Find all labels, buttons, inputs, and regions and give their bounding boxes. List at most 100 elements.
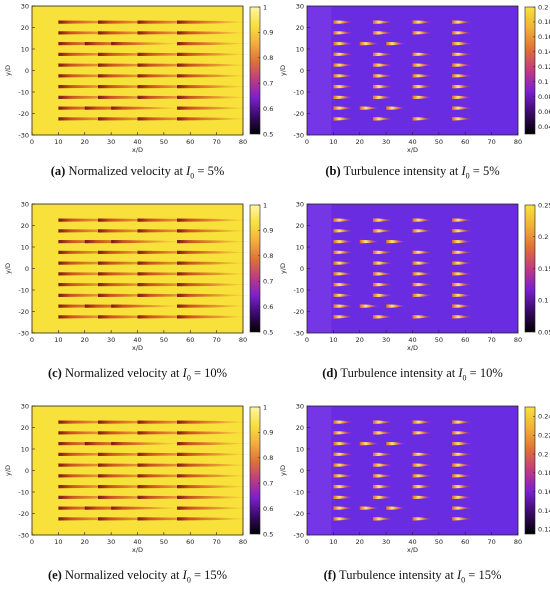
- x-tick-label: 0: [30, 336, 34, 344]
- turbine-wake: [333, 229, 354, 233]
- turbine-wake: [333, 495, 354, 500]
- y-tick-label: -20: [293, 308, 304, 316]
- turbine-wake: [177, 452, 258, 456]
- y-tick-label: 20: [21, 24, 29, 32]
- y-axis-label: y/D: [4, 65, 12, 76]
- colorbar-tick-label: 0.04: [538, 123, 550, 131]
- y-tick-label: 10: [21, 45, 29, 53]
- x-tick-label: 50: [160, 538, 168, 546]
- colorbar: [524, 406, 536, 535]
- y-tick-label: 30: [21, 402, 29, 410]
- turbine-wake: [372, 452, 393, 457]
- y-tick-label: -20: [293, 510, 304, 518]
- turbine-wake: [359, 239, 380, 244]
- turbine-wake: [177, 218, 258, 222]
- turbine-wake: [177, 261, 258, 265]
- colorbar: [249, 204, 261, 333]
- inflow-region: [307, 6, 332, 135]
- colorbar-tick-label: 0.08: [538, 93, 550, 101]
- turbine-wake: [177, 31, 258, 35]
- x-tick-label: 70: [487, 138, 495, 146]
- chart-d: 0 10 20 30 40 50 60 70 80 30 20 10 0 -10 -20 -30 x/D y/D 0…: [279, 200, 550, 352]
- turbine-wake: [177, 506, 258, 510]
- turbine-wake: [452, 431, 473, 435]
- turbine-wake: [372, 474, 393, 478]
- turbine-wake: [452, 229, 473, 233]
- x-tick-label: 60: [186, 538, 194, 546]
- turbine-wake: [177, 315, 258, 319]
- x-tick-label: 40: [133, 538, 141, 546]
- colorbar-tick-label: 0.14: [538, 507, 550, 515]
- y-tick-label: -10: [293, 88, 304, 96]
- turbine-wake: [452, 420, 473, 424]
- turbine-wake: [386, 41, 407, 46]
- colorbar-tick-label: 0.2: [538, 3, 548, 11]
- turbine-wake: [333, 84, 354, 89]
- turbine-wake: [333, 31, 354, 35]
- turbine-wake: [452, 282, 473, 287]
- turbine-wake: [333, 420, 354, 424]
- turbine-wake: [333, 506, 354, 510]
- turbine-wake: [177, 106, 258, 110]
- turbine-wake: [333, 261, 354, 265]
- turbine-wake: [452, 95, 473, 100]
- colorbar-tick-label: 0.5: [263, 130, 273, 138]
- inflow-region: [307, 204, 332, 333]
- turbine-wake: [386, 506, 407, 510]
- turbine-wake: [177, 250, 258, 254]
- colorbar-tick-label: 0.2: [538, 450, 548, 458]
- turbine-wake: [452, 239, 473, 244]
- turbine-wake: [412, 218, 433, 222]
- colorbar-tick-label: 0.9: [263, 429, 273, 437]
- panel-a: 0 10 20 30 40 50 60 70 80 30 20 10 0 -10 -20 -30 x/D y/D 1…: [0, 0, 275, 154]
- turbine-wake: [452, 31, 473, 35]
- turbine-wake: [386, 239, 407, 244]
- turbine-wake: [359, 106, 380, 110]
- y-tick-label: 0: [300, 67, 304, 75]
- colorbar-tick-label: 0.12: [538, 63, 550, 71]
- y-tick-label: 30: [296, 200, 304, 208]
- y-tick-label: -20: [18, 308, 29, 316]
- turbine-wake: [333, 250, 354, 255]
- x-tick-label: 60: [461, 336, 469, 344]
- colorbar-tick-label: 0.7: [263, 278, 273, 286]
- turbine-wake: [452, 474, 473, 478]
- y-tick-label: 10: [21, 445, 29, 453]
- y-tick-label: -30: [18, 329, 29, 337]
- turbine-wake: [372, 117, 393, 121]
- turbine-wake: [333, 441, 354, 446]
- turbine-wake: [177, 495, 258, 499]
- turbine-wake: [333, 484, 354, 489]
- colorbar-tick-label: 0.8: [263, 54, 273, 62]
- turbine-wake: [452, 218, 473, 222]
- turbine-wake: [452, 441, 473, 446]
- turbine-wake: [333, 474, 354, 478]
- x-tick-label: 80: [239, 138, 247, 146]
- turbine-wake: [372, 463, 393, 467]
- y-tick-label: -10: [293, 286, 304, 294]
- turbine-wake: [412, 420, 433, 424]
- field-background: [307, 6, 518, 135]
- turbine-wake: [372, 229, 393, 233]
- turbine-wake: [412, 250, 433, 255]
- turbine-wake: [412, 315, 433, 319]
- turbine-wake: [177, 474, 258, 478]
- y-tick-label: 20: [21, 222, 29, 230]
- colorbar-tick-label: 0.25: [538, 201, 550, 209]
- y-tick-label: 20: [296, 424, 304, 432]
- turbine-wake: [111, 442, 192, 446]
- turbine-wake: [177, 20, 258, 24]
- colorbar: [524, 6, 536, 135]
- turbine-wake: [412, 84, 433, 89]
- y-tick-label: 0: [25, 467, 29, 475]
- colorbar-tick-label: 0.5: [263, 328, 273, 336]
- colorbar-tick-label: 0.7: [263, 80, 273, 88]
- chart-a: 0 10 20 30 40 50 60 70 80 30 20 10 0 -10 -20 -30 x/D y/D 1…: [4, 2, 273, 154]
- colorbar-tick-label: 1: [263, 403, 267, 411]
- turbine-wake: [333, 304, 354, 308]
- turbine-wake: [111, 106, 192, 110]
- turbine-wake: [333, 106, 354, 110]
- turbine-wake: [452, 293, 473, 298]
- turbine-wake: [412, 484, 433, 489]
- turbine-wake: [333, 239, 354, 244]
